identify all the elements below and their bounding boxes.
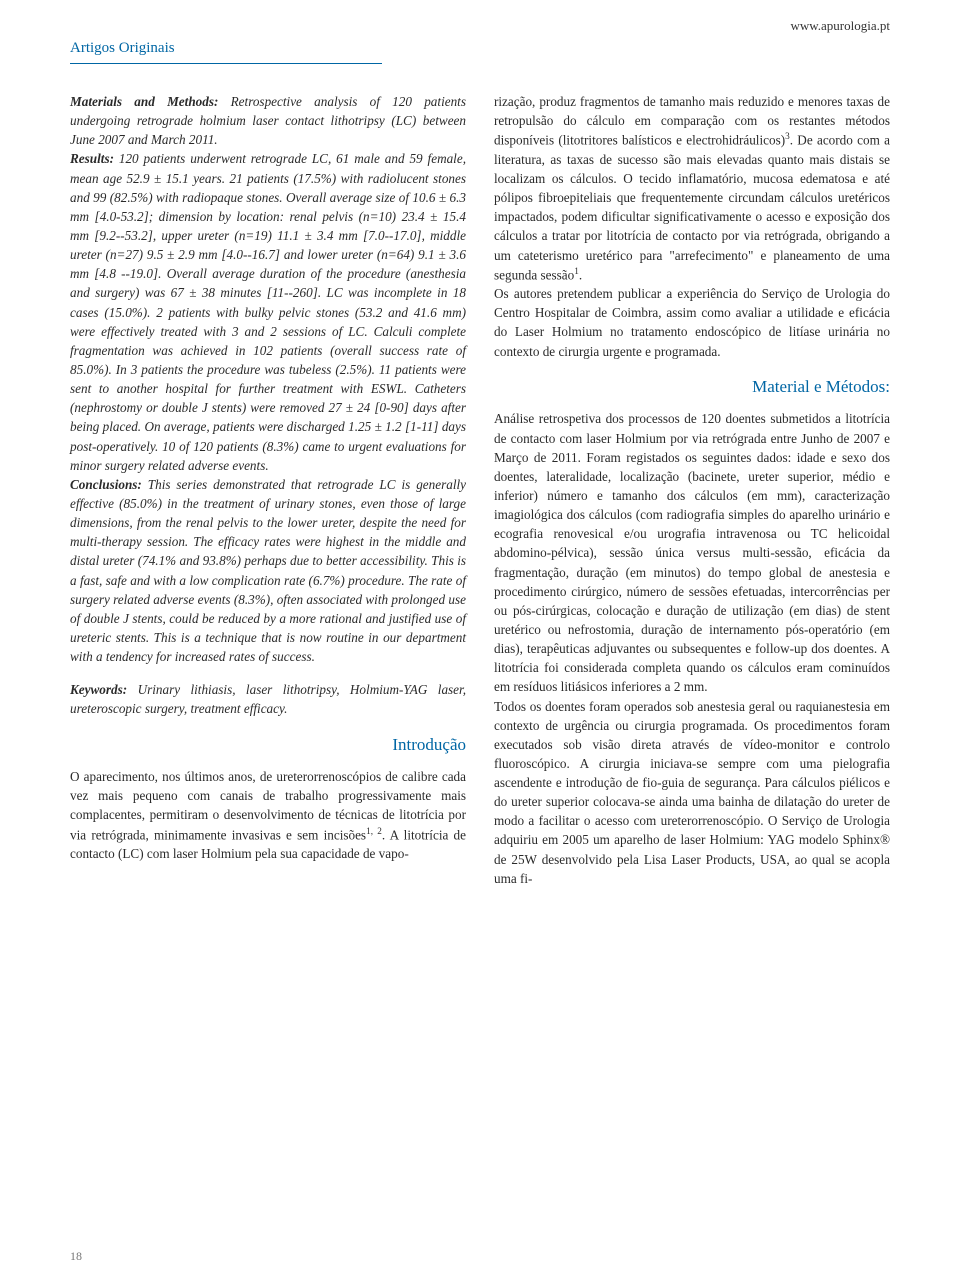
conclusions-label: Conclusions: <box>70 477 142 492</box>
material-methods-heading: Material e Métodos: <box>494 375 890 400</box>
mm-paragraph-2: Todos os doentes foram operados sob anes… <box>494 697 890 888</box>
right-top-paragraph-1: rização, produz fragmentos de tamanho ma… <box>494 92 890 284</box>
keywords-body: Urinary lithiasis, laser lithotripsy, Ho… <box>70 682 466 716</box>
right-top-paragraph-2: Os autores pretendem publicar a experiên… <box>494 284 890 361</box>
abstract-materials: Materials and Methods: Retrospective ana… <box>70 92 466 149</box>
results-label: Results: <box>70 151 114 166</box>
intro-citation-1: 1, 2 <box>366 826 382 836</box>
mm-paragraph-1: Análise retrospetiva dos processos de 12… <box>494 409 890 696</box>
right-body-2: . De acordo com a literatura, as taxas d… <box>494 133 890 282</box>
section-divider <box>70 63 382 64</box>
two-column-layout: Materials and Methods: Retrospective ana… <box>70 92 890 888</box>
keywords-block: Keywords: Urinary lithiasis, laser litho… <box>70 680 466 718</box>
page-number: 18 <box>70 1249 82 1264</box>
abstract-results: Results: 120 patients underwent retrogra… <box>70 149 466 474</box>
conclusions-body: This series demonstrated that retrograde… <box>70 477 466 664</box>
left-column: Materials and Methods: Retrospective ana… <box>70 92 466 888</box>
intro-heading: Introdução <box>70 733 466 758</box>
intro-paragraph: O aparecimento, nos últimos anos, de ure… <box>70 767 466 863</box>
right-column: rização, produz fragmentos de tamanho ma… <box>494 92 890 888</box>
results-body: 120 patients underwent retrograde LC, 61… <box>70 151 466 472</box>
right-body-3: . <box>579 267 582 282</box>
keywords-label: Keywords: <box>70 682 127 697</box>
section-label: Artigos Originais <box>70 40 890 57</box>
materials-label: Materials and Methods: <box>70 94 218 109</box>
header-url: www.apurologia.pt <box>790 18 890 34</box>
abstract-conclusions: Conclusions: This series demonstrated th… <box>70 475 466 666</box>
